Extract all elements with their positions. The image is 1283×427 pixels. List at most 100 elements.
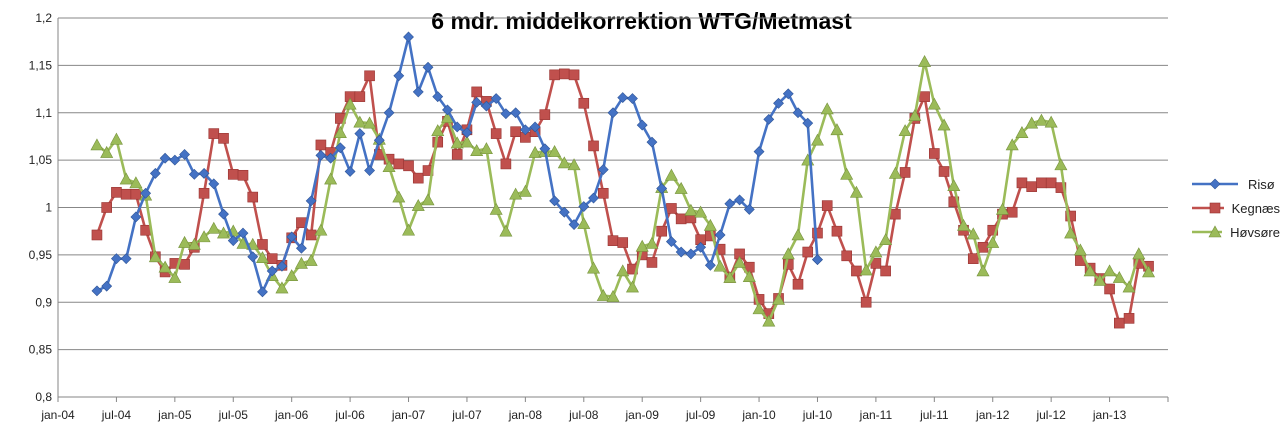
data-point-kegnaes	[1036, 177, 1047, 189]
data-point-hovsøre	[557, 156, 571, 169]
data-point-hovsøre	[285, 269, 299, 282]
y-axis: 0,8 0,85 0,9 0,95 1 1,05 1,1 1,15 1,2	[29, 11, 59, 404]
data-point-hovsøre	[1054, 158, 1068, 171]
data-point-riso	[354, 128, 366, 140]
data-point-riso	[315, 149, 327, 161]
data-point-hovsøre	[187, 237, 201, 250]
data-point-riso	[763, 113, 775, 125]
data-point-riso	[549, 195, 561, 207]
data-point-kegnaes	[1026, 181, 1037, 192]
data-point-riso	[286, 231, 298, 243]
data-point-hovsøre	[148, 250, 162, 263]
data-point-riso	[665, 236, 677, 248]
legend-item-kegnaes: Kegnæs	[1190, 196, 1280, 220]
data-point-kegnaes	[266, 253, 278, 264]
data-point-riso	[364, 165, 376, 176]
data-point-hovsøre	[255, 251, 269, 264]
data-point-hovsøre	[976, 264, 990, 277]
data-point-riso	[101, 280, 113, 292]
data-point-riso	[451, 121, 463, 133]
data-point-riso	[792, 107, 804, 119]
data-point-kegnaes	[588, 140, 599, 152]
data-point-hovsøre	[1073, 243, 1087, 256]
x-tick-label: jan-10	[741, 408, 776, 422]
data-point-riso	[714, 229, 726, 241]
data-point-kegnaes	[354, 91, 366, 102]
data-point-kegnaes	[646, 257, 658, 268]
data-point-riso	[519, 124, 531, 136]
data-point-riso	[812, 254, 823, 266]
x-tick-label: jan-12	[975, 408, 1010, 422]
y-tick-label: 0,9	[35, 295, 52, 309]
data-point-riso	[198, 167, 210, 179]
data-point-riso	[218, 208, 229, 220]
data-point-riso	[442, 104, 453, 116]
data-point-kegnaes	[597, 187, 609, 199]
data-point-kegnaes	[938, 166, 950, 177]
data-point-riso	[695, 241, 707, 253]
y-tick-label: 1,2	[35, 11, 52, 25]
x-tick-label: jul-05	[218, 408, 249, 422]
data-point-hovsøre	[567, 158, 581, 171]
data-point-kegnaes	[549, 69, 560, 81]
data-point-riso	[305, 195, 317, 207]
data-point-riso	[461, 127, 473, 139]
x-tick-label: jan-05	[157, 408, 192, 422]
series-kegnaes	[91, 68, 1154, 329]
data-point-riso	[743, 203, 755, 215]
data-point-hovsøre	[314, 223, 328, 236]
data-point-kegnaes	[929, 148, 940, 159]
data-point-kegnaes	[315, 139, 327, 151]
data-point-riso	[373, 134, 385, 146]
legend-marker-hovsøre	[1208, 225, 1222, 238]
data-point-riso	[403, 31, 414, 43]
data-point-riso	[149, 167, 161, 179]
data-point-riso	[636, 119, 648, 131]
data-point-hovsøre	[1083, 264, 1097, 277]
data-point-riso	[237, 227, 249, 239]
data-point-kegnaes	[227, 169, 239, 180]
data-point-kegnaes	[305, 229, 317, 241]
x-tick-label: jul-04	[101, 408, 132, 422]
data-point-hovsøre	[966, 227, 980, 240]
data-point-riso	[646, 136, 658, 148]
data-point-kegnaes	[412, 172, 424, 184]
data-point-riso	[607, 107, 619, 119]
x-tick-label: jan-09	[625, 408, 660, 422]
data-point-riso	[257, 286, 268, 298]
data-point-riso	[344, 166, 356, 177]
data-point-riso	[500, 108, 512, 120]
data-point-hovsøre	[470, 144, 484, 156]
data-point-kegnaes	[617, 237, 629, 248]
y-tick-label: 1	[45, 201, 52, 215]
data-point-riso	[393, 70, 405, 82]
data-point-hovsøre	[625, 280, 639, 293]
data-point-riso	[529, 121, 541, 133]
data-point-hovsøre	[723, 270, 737, 283]
data-point-hovsøre	[119, 172, 133, 185]
x-tick-label: jul-09	[685, 408, 716, 422]
data-point-hovsøre	[830, 123, 844, 136]
data-point-kegnaes	[500, 158, 512, 170]
data-point-hovsøre	[333, 126, 347, 138]
data-point-riso	[597, 164, 609, 176]
data-point-hovsøre	[353, 115, 367, 128]
data-point-riso	[490, 93, 502, 104]
data-point-kegnaes	[91, 229, 103, 241]
data-point-riso	[578, 201, 590, 212]
data-point-riso	[325, 152, 337, 164]
legend: Risø Kegnæs Høvsøre	[1190, 172, 1280, 244]
data-point-hovsøre	[518, 184, 532, 197]
data-point-riso	[422, 61, 434, 73]
data-point-kegnaes	[607, 235, 619, 246]
data-point-kegnaes	[257, 239, 268, 250]
data-point-hovsøre	[986, 235, 1000, 248]
data-point-kegnaes	[860, 296, 872, 308]
data-point-hovsøre	[548, 144, 562, 157]
data-point-hovsøre	[781, 247, 795, 260]
data-point-riso	[617, 92, 629, 104]
data-point-hovsøre	[694, 205, 708, 218]
data-point-hovsøre	[392, 190, 406, 203]
y-tick-label: 1,05	[29, 153, 53, 167]
x-tick-label: jul-08	[568, 408, 599, 422]
